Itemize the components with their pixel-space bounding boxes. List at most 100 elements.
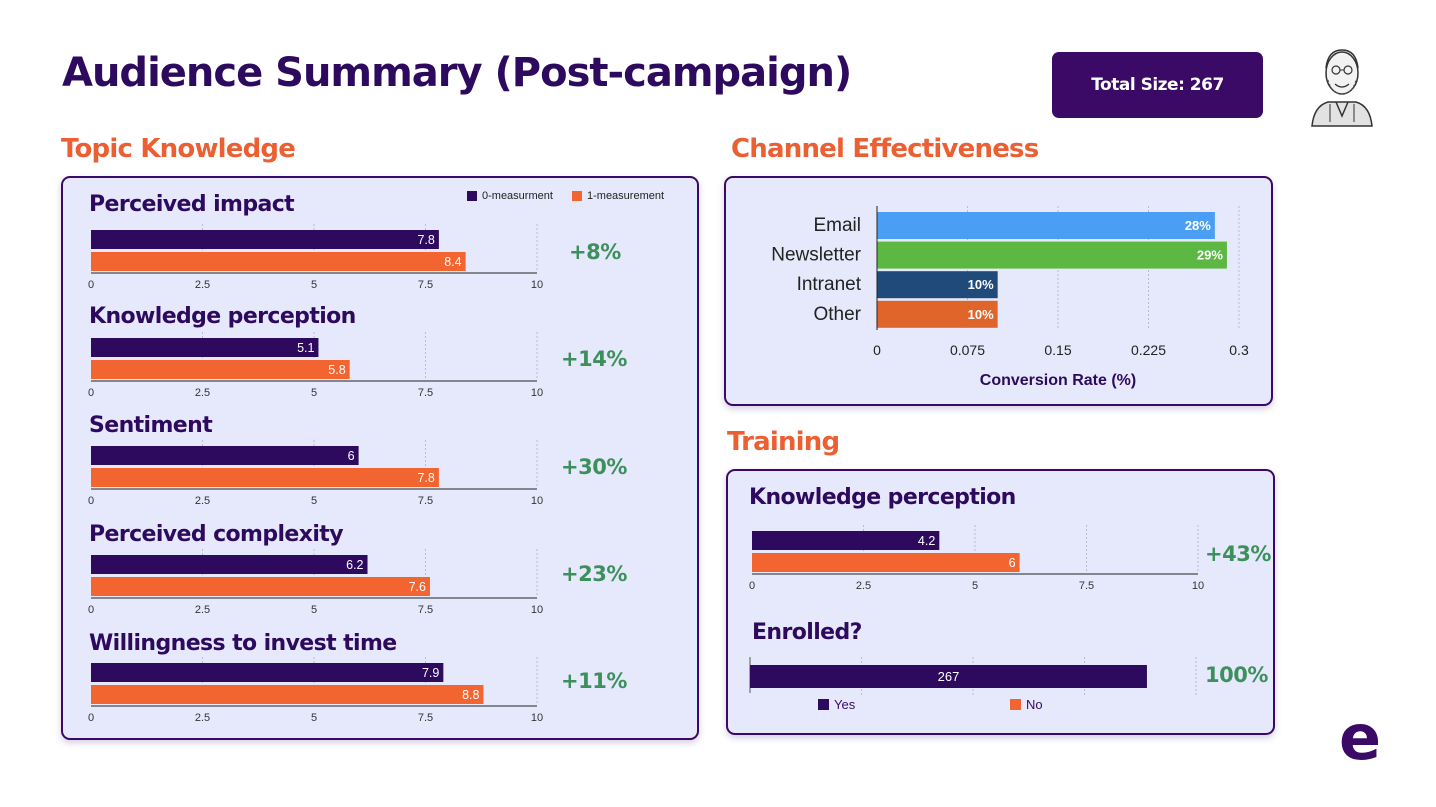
- data-label: 267: [938, 669, 960, 684]
- legend-label-measure0: 0-measurment: [482, 190, 553, 202]
- bar-intranet: [877, 271, 998, 299]
- x-tick-label: 2.5: [195, 279, 210, 291]
- data-label: 7.6: [409, 580, 426, 594]
- bar-measure1: [91, 685, 484, 704]
- bar-measure1: [91, 468, 439, 487]
- data-label: 10%: [968, 307, 994, 322]
- x-tick-label: 10: [531, 712, 543, 724]
- data-label: 5.8: [328, 363, 345, 377]
- chart-willingness-to-invest-time: 0 2.5 5 7.5 10 7.9 8.8: [88, 657, 543, 724]
- change-sentiment: +30%: [561, 455, 627, 479]
- chart-enrolled: 267: [749, 657, 1197, 697]
- change-perceived-complexity: +23%: [561, 562, 627, 586]
- y-tick-label: Email: [813, 215, 861, 236]
- brand-logo: e: [1339, 701, 1382, 774]
- bar-email: [877, 212, 1215, 239]
- chart-title-willingness: Willingness to invest time: [89, 631, 397, 656]
- legend-yes: Yes: [818, 697, 855, 712]
- legend-swatch-measure0: [467, 191, 477, 201]
- x-tick-label: 7.5: [418, 712, 433, 724]
- chart-title-knowledge-perception: Knowledge perception: [89, 304, 356, 329]
- data-label: 8.4: [444, 255, 461, 269]
- x-tick-label: 0: [88, 712, 94, 724]
- legend-no: No: [1010, 697, 1043, 712]
- change-enrolled: 100%: [1205, 663, 1268, 687]
- x-tick-label: 0.15: [1044, 342, 1071, 358]
- chart-training-knowledge: 0 2.5 5 7.5 10 4.2 6: [749, 525, 1204, 592]
- x-tick-label: 7.5: [418, 387, 433, 399]
- x-tick-label: 5: [311, 387, 317, 399]
- data-label: 28%: [1185, 218, 1211, 233]
- bar-measure0: [752, 531, 940, 550]
- change-knowledge-perception: +14%: [561, 347, 627, 371]
- legend-measure1: 1-measurement: [572, 190, 664, 202]
- avatar: [1311, 49, 1373, 127]
- x-tick-label: 0.3: [1229, 342, 1249, 358]
- data-label: 6.2: [346, 558, 363, 572]
- x-tick-label: 2.5: [195, 712, 210, 724]
- bar-yes: [750, 665, 1147, 688]
- x-tick-label: 7.5: [418, 604, 433, 616]
- bar-newsletter: [877, 241, 1227, 269]
- chart-title-perceived-impact: Perceived impact: [89, 192, 295, 217]
- x-tick-label: 0.075: [950, 342, 985, 358]
- x-axis-title: Conversion Rate (%): [980, 372, 1136, 389]
- bar-measure1: [91, 577, 430, 596]
- channel-effectiveness-panel: 0 0.075 0.15 0.225 0.3 Email 28% Newsletter 29% I…: [724, 176, 1273, 406]
- x-tick-label: 5: [311, 495, 317, 507]
- bar-measure0: [91, 338, 319, 357]
- chart-knowledge-perception: 0 2.5 5 7.5 10 5.1 5.8: [88, 332, 543, 399]
- x-tick-label: 7.5: [418, 495, 433, 507]
- total-size-badge: Total Size: 267: [1052, 52, 1263, 118]
- page-title: Audience Summary (Post-campaign): [62, 50, 852, 96]
- x-tick-label: 2.5: [195, 387, 210, 399]
- data-label: 7.8: [417, 233, 434, 247]
- data-label: 7.9: [422, 666, 439, 680]
- chart-sentiment: 0 2.5 5 7.5 10 6 7.8: [88, 440, 543, 507]
- bar-measure1: [91, 360, 350, 379]
- change-training-knowledge: +43%: [1205, 542, 1271, 566]
- data-label: 5.1: [297, 341, 314, 355]
- data-label: 29%: [1197, 248, 1223, 263]
- chart-title-sentiment: Sentiment: [89, 413, 213, 438]
- data-label: 4.2: [918, 534, 935, 548]
- bar-measure0: [91, 555, 368, 574]
- x-tick-label: 2.5: [856, 580, 871, 592]
- x-tick-label: 7.5: [418, 279, 433, 291]
- bar-measure0: [91, 230, 439, 249]
- legend-swatch-yes: [818, 699, 829, 710]
- x-tick-label: 10: [1192, 580, 1204, 592]
- chart-channel-effectiveness: 0 0.075 0.15 0.225 0.3 Email 28% Newsletter 29% I…: [771, 206, 1249, 389]
- x-tick-label: 0.225: [1131, 342, 1166, 358]
- legend-label-measure1: 1-measurement: [587, 190, 665, 202]
- bar-measure0: [91, 446, 359, 465]
- x-tick-label: 0: [88, 604, 94, 616]
- change-perceived-impact: +8%: [569, 240, 621, 264]
- x-tick-label: 7.5: [1079, 580, 1094, 592]
- chart-title-training-knowledge: Knowledge perception: [749, 485, 1016, 510]
- bar-other: [877, 300, 998, 328]
- legend-measure0: 0-measurment: [467, 190, 553, 202]
- legend-label-no: No: [1026, 697, 1043, 712]
- data-label: 10%: [968, 277, 994, 292]
- x-tick-label: 0: [88, 495, 94, 507]
- x-tick-label: 10: [531, 495, 543, 507]
- chart-perceived-impact: 0 2.5 5 7.5 10 7.8 8.4: [88, 224, 543, 291]
- x-tick-label: 5: [311, 279, 317, 291]
- data-label: 6: [1009, 556, 1016, 570]
- bar-measure0: [91, 663, 444, 682]
- channel-effectiveness-title: Channel Effectiveness: [731, 134, 1039, 164]
- x-tick-label: 0: [88, 387, 94, 399]
- legend-swatch-measure1: [572, 191, 582, 201]
- y-tick-label: Other: [813, 304, 861, 325]
- x-tick-label: 5: [311, 604, 317, 616]
- data-label: 8.8: [462, 688, 479, 702]
- x-tick-label: 2.5: [195, 604, 210, 616]
- y-tick-label: Intranet: [797, 274, 862, 295]
- x-tick-label: 10: [531, 604, 543, 616]
- x-tick-label: 10: [531, 387, 543, 399]
- y-tick-label: Newsletter: [771, 245, 861, 266]
- bar-measure1: [752, 553, 1020, 572]
- x-tick-label: 0: [88, 279, 94, 291]
- x-tick-label: 0: [873, 342, 881, 358]
